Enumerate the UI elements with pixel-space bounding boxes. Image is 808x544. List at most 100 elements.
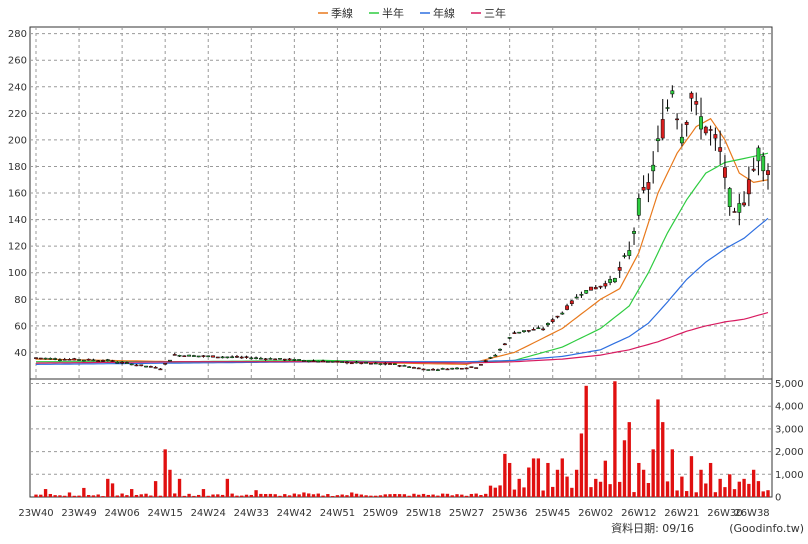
volume-bar xyxy=(316,493,320,497)
volume-bar xyxy=(708,462,713,497)
volume-bar xyxy=(632,492,636,497)
volume-bar xyxy=(158,495,163,497)
candle-body xyxy=(450,367,455,370)
volume-bar xyxy=(498,485,502,497)
volume-bar xyxy=(34,494,38,497)
candle-body xyxy=(96,360,101,362)
volume-bar xyxy=(311,494,316,497)
volume-bar xyxy=(249,494,253,497)
candle-body xyxy=(703,126,708,134)
candle-body xyxy=(392,363,397,365)
candle-body xyxy=(249,357,254,360)
volume-bar xyxy=(96,494,100,497)
candle-body xyxy=(723,167,727,178)
volume-bar xyxy=(426,494,430,497)
candle-body xyxy=(316,360,321,363)
candle-body xyxy=(177,355,182,357)
candle-body xyxy=(464,367,469,370)
candle-body xyxy=(502,343,507,346)
price-tick-label: 160 xyxy=(8,189,27,200)
volume-bar xyxy=(77,495,81,497)
volume-bar xyxy=(555,469,560,497)
legend-label: 三年 xyxy=(484,6,506,20)
volume-bar xyxy=(570,487,574,497)
legend-label: 年線 xyxy=(433,6,455,20)
volume-bar xyxy=(565,476,569,497)
volume-bar xyxy=(766,490,770,497)
candle-body xyxy=(402,365,407,367)
volume-bar xyxy=(82,487,86,497)
candle-body xyxy=(574,296,579,299)
volume-panel: 0 1,000 2,000 3,000 4,000 5,000 xyxy=(29,378,804,504)
candle-body xyxy=(469,366,474,368)
volume-bar xyxy=(488,485,493,497)
volume-tick-label: 5,000 xyxy=(775,379,804,390)
candle-body xyxy=(263,358,268,360)
volume-bar xyxy=(723,487,727,497)
volume-bar xyxy=(675,490,679,497)
volume-bar xyxy=(436,495,440,497)
volume-bar xyxy=(110,483,115,497)
volume-bar xyxy=(450,495,454,497)
candle-body xyxy=(311,360,316,362)
volume-bar xyxy=(268,493,273,497)
candle-body xyxy=(636,198,641,216)
candle-body xyxy=(191,355,196,357)
candles xyxy=(34,85,770,372)
volume-bar xyxy=(574,469,579,497)
volume-bar xyxy=(484,493,488,497)
candle-body xyxy=(268,358,273,360)
candle-body xyxy=(182,355,187,357)
price-grid xyxy=(30,27,772,497)
candle-body xyxy=(287,358,292,361)
volume-bar xyxy=(646,483,651,497)
candle-body xyxy=(545,323,550,326)
candle-body xyxy=(531,328,536,331)
candle-body xyxy=(105,359,110,361)
candle-body xyxy=(349,362,354,365)
volume-bar xyxy=(756,481,761,497)
volume-bar xyxy=(220,494,225,497)
candle-body xyxy=(373,362,378,365)
volume-bar xyxy=(120,493,124,497)
candle-body xyxy=(641,186,646,191)
volume-bar xyxy=(383,494,387,497)
candle-body xyxy=(651,164,656,172)
volume-bar xyxy=(48,494,53,497)
candle-body xyxy=(660,119,665,139)
volume-bar xyxy=(287,495,292,497)
ma-lines xyxy=(35,117,769,366)
candle-body xyxy=(593,287,598,290)
candle-body xyxy=(43,357,48,360)
volume-bars xyxy=(34,381,770,497)
candle-body xyxy=(220,356,225,359)
candle-body xyxy=(86,358,91,361)
price-tick-label: 120 xyxy=(8,242,27,253)
ma-line-3 xyxy=(35,217,769,365)
volume-bar xyxy=(216,494,220,497)
candle-body xyxy=(196,355,201,358)
candle-body xyxy=(115,362,120,364)
volume-bar xyxy=(125,495,129,497)
volume-bar xyxy=(354,493,359,497)
volume-bar xyxy=(182,495,186,497)
candle-body xyxy=(412,367,416,369)
candle-body xyxy=(431,368,436,371)
volume-bar xyxy=(737,481,741,497)
ma-line-4 xyxy=(35,312,769,364)
candle-body xyxy=(38,357,43,360)
candle-body xyxy=(684,121,689,125)
footer-source: (Goodinfo.tw) xyxy=(729,522,804,535)
volume-bar xyxy=(397,494,402,497)
volume-bar xyxy=(211,494,215,497)
volume-bar xyxy=(469,493,474,497)
candle-body xyxy=(139,364,144,367)
candle-body xyxy=(306,360,311,363)
candle-body xyxy=(627,250,632,256)
candle-body xyxy=(34,357,38,359)
volume-bar xyxy=(106,478,110,497)
candle-body xyxy=(445,368,450,371)
legend-label: 季線 xyxy=(331,6,353,20)
candle-body xyxy=(53,358,58,360)
